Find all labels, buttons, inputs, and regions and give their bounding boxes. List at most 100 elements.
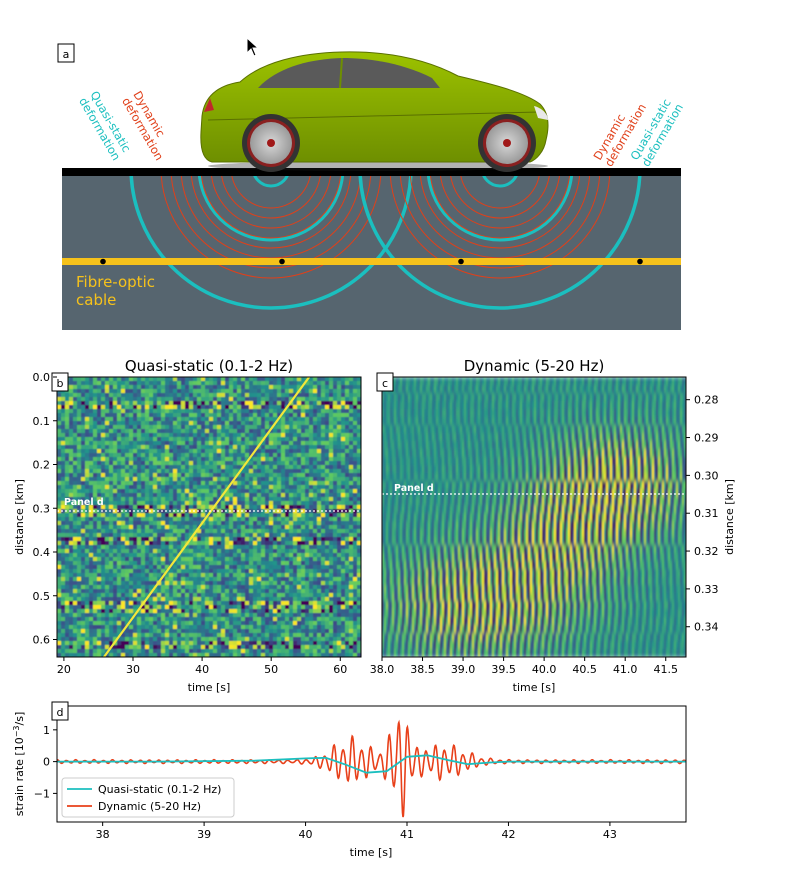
heatmap-cell: [77, 485, 82, 490]
heatmap-cell: [281, 545, 286, 550]
heatmap-cell: [305, 573, 310, 578]
heatmap-cell: [189, 553, 194, 558]
heatmap-cell: [237, 381, 242, 386]
heatmap-cell: [329, 541, 334, 546]
heatmap-cell: [273, 461, 278, 466]
heatmap-cell: [145, 617, 150, 622]
heatmap-cell: [309, 429, 314, 434]
heatmap-cell: [197, 413, 202, 418]
heatmap-cell: [321, 605, 326, 610]
heatmap-cell: [317, 477, 322, 482]
heatmap-cell: [217, 381, 222, 386]
heatmap-cell: [273, 505, 278, 510]
heatmap-cell: [273, 533, 278, 538]
heatmap-cell: [353, 497, 358, 502]
heatmap-cell: [217, 449, 222, 454]
heatmap-cell: [353, 493, 358, 498]
heatmap-cell: [261, 417, 266, 422]
heatmap-cell: [153, 581, 158, 586]
heatmap-cell: [345, 557, 350, 562]
heatmap-cell: [145, 377, 150, 382]
heatmap-cell: [165, 537, 170, 542]
heatmap-cell: [313, 589, 318, 594]
heatmap-cell: [77, 397, 82, 402]
cable-label-line2: cable: [76, 291, 116, 309]
heatmap-cell: [277, 573, 282, 578]
heatmap-cell: [65, 637, 70, 642]
heatmap-cell: [221, 541, 226, 546]
heatmap-cell: [141, 469, 146, 474]
heatmap-cell: [329, 401, 334, 406]
heatmap-cell: [177, 617, 182, 622]
heatmap-cell: [121, 501, 126, 506]
heatmap-cell: [277, 505, 282, 510]
heatmap-cell: [341, 625, 346, 630]
heatmap-cell: [165, 397, 170, 402]
heatmap-cell: [357, 537, 361, 542]
heatmap-cell: [329, 529, 334, 534]
heatmap-cell: [81, 605, 86, 610]
heatmap-cell: [149, 481, 154, 486]
heatmap-cell: [349, 537, 354, 542]
heatmap-cell: [301, 453, 306, 458]
heatmap-cell: [181, 409, 186, 414]
heatmap-cell: [129, 481, 134, 486]
heatmap-cell: [237, 461, 242, 466]
heatmap-cell: [333, 461, 338, 466]
heatmap-cell: [277, 557, 282, 562]
heatmap-cell: [345, 585, 350, 590]
heatmap-cell: [201, 585, 206, 590]
heatmap-cell: [273, 413, 278, 418]
heatmap-cell: [285, 389, 290, 394]
heatmap-cell: [117, 457, 122, 462]
heatmap-cell: [237, 409, 242, 414]
heatmap-cell: [241, 525, 246, 530]
heatmap-cell: [265, 397, 270, 402]
heatmap-cell: [61, 437, 66, 442]
heatmap-cell: [333, 449, 338, 454]
heatmap-cell: [305, 417, 310, 422]
heatmap-cell: [349, 389, 354, 394]
heatmap-cell: [277, 565, 282, 570]
heatmap-cell: [73, 501, 78, 506]
heatmap-cell: [121, 621, 126, 626]
heatmap-cell: [281, 465, 286, 470]
heatmap-cell: [273, 417, 278, 422]
heatmap-cell: [69, 493, 74, 498]
heatmap-cell: [233, 601, 238, 606]
heatmap-cell: [89, 493, 94, 498]
heatmap-cell: [333, 553, 338, 558]
heatmap-cell: [73, 569, 78, 574]
heatmap-cell: [205, 437, 210, 442]
heatmap-cell: [181, 477, 186, 482]
heatmap-cell: [293, 557, 298, 562]
heatmap-cell: [345, 401, 350, 406]
heatmap-cell: [241, 553, 246, 558]
heatmap-cell: [109, 529, 114, 534]
heatmap-cell: [277, 421, 282, 426]
heatmap-cell: [221, 445, 226, 450]
heatmap-cell: [261, 493, 266, 498]
heatmap-cell: [93, 537, 98, 542]
heatmap-cell: [317, 613, 322, 618]
heatmap-cell: [221, 577, 226, 582]
heatmap-cell: [269, 593, 274, 598]
heatmap-cell: [209, 573, 214, 578]
heatmap-cell: [113, 613, 118, 618]
heatmap-cell: [57, 557, 62, 562]
heatmap-cell: [121, 409, 126, 414]
heatmap-cell: [357, 445, 361, 450]
heatmap-cell: [277, 405, 282, 410]
heatmap-cell: [341, 445, 346, 450]
heatmap-cell: [233, 529, 238, 534]
heatmap-cell: [301, 525, 306, 530]
heatmap-cell: [117, 589, 122, 594]
heatmap-cell: [93, 589, 98, 594]
heatmap-cell: [265, 421, 270, 426]
heatmap-cell: [281, 397, 286, 402]
heatmap-cell: [245, 381, 250, 386]
heatmap-cell: [81, 493, 86, 498]
heatmap-cell: [301, 521, 306, 526]
heatmap-cell: [225, 529, 230, 534]
heatmap-cell: [109, 557, 114, 562]
